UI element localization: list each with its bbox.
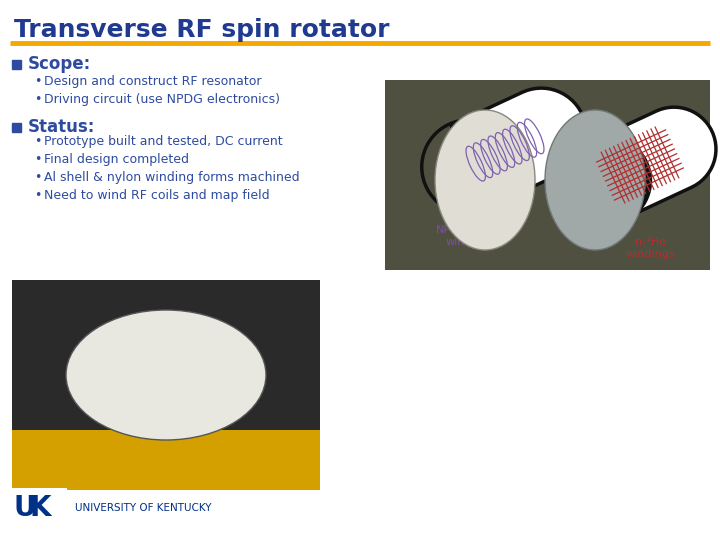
Polygon shape [450,88,586,208]
Text: Driving circuit (use NPDG electronics): Driving circuit (use NPDG electronics) [44,93,280,106]
Bar [12,60,21,69]
Bar [12,488,67,530]
Text: Al shell & nylon winding forms machined: Al shell & nylon winding forms machined [44,172,300,185]
Text: Scope:: Scope: [28,55,91,73]
Text: •: • [34,153,41,166]
Text: n-³He
windings: n-³He windings [625,237,675,259]
Text: Transverse RF spin rotator: Transverse RF spin rotator [14,18,390,42]
Text: Final design completed: Final design completed [44,153,189,166]
Bar [385,80,710,270]
Ellipse shape [545,110,645,250]
Text: UNIVERSITY OF KENTUCKY: UNIVERSITY OF KENTUCKY [75,503,212,513]
Text: •: • [34,76,41,89]
Ellipse shape [66,310,266,440]
Text: Status:: Status: [28,118,95,136]
Text: •: • [34,172,41,185]
Text: Prototype built and tested, DC current: Prototype built and tested, DC current [44,136,283,148]
Text: K: K [30,494,52,522]
Text: Design and construct RF resonator: Design and construct RF resonator [44,76,261,89]
Text: U: U [14,494,37,522]
Polygon shape [588,107,716,219]
Text: •: • [34,93,41,106]
Text: Need to wind RF coils and map field: Need to wind RF coils and map field [44,190,269,202]
Bar [12,123,21,132]
Text: •: • [34,190,41,202]
Text: NPDGamma
windings: NPDGamma windings [436,225,504,247]
Text: •: • [34,136,41,148]
Bar [12,430,320,490]
Ellipse shape [435,110,535,250]
Bar [12,280,320,490]
